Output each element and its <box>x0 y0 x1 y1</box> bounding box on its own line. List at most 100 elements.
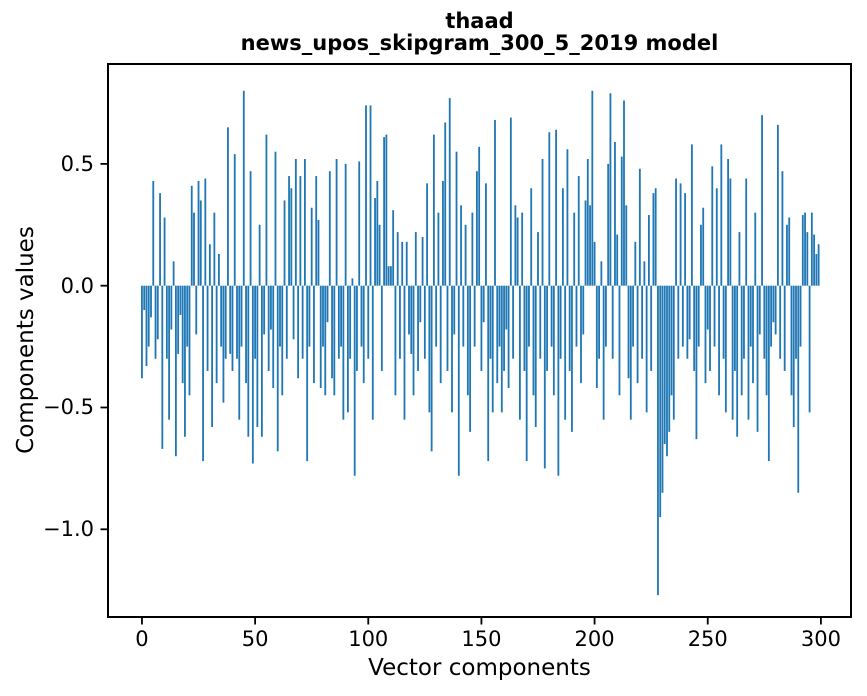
x-tick-label: 50 <box>241 627 269 651</box>
bar <box>254 285 257 359</box>
y-tick-label: 0.5 <box>60 151 94 176</box>
bar <box>428 285 431 413</box>
bar <box>256 285 259 427</box>
bar <box>783 285 786 371</box>
bar <box>233 154 236 286</box>
bar <box>186 285 189 347</box>
bar <box>333 285 336 396</box>
bar <box>290 188 293 286</box>
bar <box>729 178 732 286</box>
bar <box>399 285 401 359</box>
bar <box>541 159 544 286</box>
bar <box>392 210 395 286</box>
bar <box>423 285 426 359</box>
bar <box>695 285 698 440</box>
bar <box>686 285 689 359</box>
bar <box>195 285 198 335</box>
bar <box>586 159 589 286</box>
bar <box>627 285 630 379</box>
bar <box>561 188 564 286</box>
bar <box>199 200 202 286</box>
bar <box>672 285 675 420</box>
bar <box>469 285 472 432</box>
bar <box>525 285 528 462</box>
bar <box>319 285 322 389</box>
bar <box>342 285 345 420</box>
bar <box>285 285 288 359</box>
bar <box>446 285 449 371</box>
bar <box>681 285 684 347</box>
bar <box>217 254 220 286</box>
bar <box>335 159 338 286</box>
bar <box>328 171 331 286</box>
bar <box>740 285 743 396</box>
bar <box>376 180 379 286</box>
bar <box>602 285 605 420</box>
bar <box>792 285 795 427</box>
bar <box>260 285 263 437</box>
bar <box>455 151 458 286</box>
bar <box>577 176 580 286</box>
bar <box>724 285 727 413</box>
bar <box>224 285 227 359</box>
bar <box>618 285 621 396</box>
bar <box>193 212 195 286</box>
bar <box>731 285 734 420</box>
bar <box>815 254 818 286</box>
bar <box>801 215 804 286</box>
bar <box>430 285 433 452</box>
bar <box>432 134 435 286</box>
bar <box>292 285 295 340</box>
bar <box>598 285 601 359</box>
bar <box>294 159 297 286</box>
bar <box>371 285 374 420</box>
bar <box>374 197 376 286</box>
bar <box>607 163 610 286</box>
bar <box>512 285 515 359</box>
bar <box>421 236 424 286</box>
bar <box>573 212 576 286</box>
bar <box>776 124 779 286</box>
bar <box>661 285 664 493</box>
bar <box>523 285 526 371</box>
bar <box>378 224 381 286</box>
bar <box>534 285 537 427</box>
bar <box>351 278 354 286</box>
bar <box>231 285 234 371</box>
bar <box>444 122 447 286</box>
bar <box>365 105 367 286</box>
bar <box>736 285 739 437</box>
bar <box>500 285 503 413</box>
bar <box>645 285 648 413</box>
bar <box>267 285 270 371</box>
y-tick-label: 0.0 <box>60 273 94 298</box>
bar <box>337 285 340 359</box>
bar <box>659 285 662 518</box>
bar <box>550 285 553 347</box>
bar <box>609 93 612 286</box>
bar <box>813 234 816 286</box>
bar <box>380 285 383 371</box>
bar <box>213 212 216 286</box>
bar <box>580 285 582 384</box>
bar <box>435 285 438 347</box>
bar <box>279 285 281 347</box>
bar <box>779 285 782 359</box>
bar <box>265 134 268 286</box>
bar <box>652 193 655 286</box>
bar <box>356 285 358 371</box>
bar <box>503 285 505 371</box>
bar <box>663 285 666 445</box>
bar <box>774 285 777 335</box>
bar <box>308 285 311 347</box>
bar <box>460 205 462 286</box>
bar <box>758 285 761 335</box>
bar <box>555 129 558 286</box>
bar <box>263 285 266 335</box>
bar <box>202 285 204 462</box>
x-tick-label: 0 <box>135 627 149 651</box>
y-tick-label: −1.0 <box>43 517 94 542</box>
bar <box>722 285 725 359</box>
bar <box>546 285 548 371</box>
